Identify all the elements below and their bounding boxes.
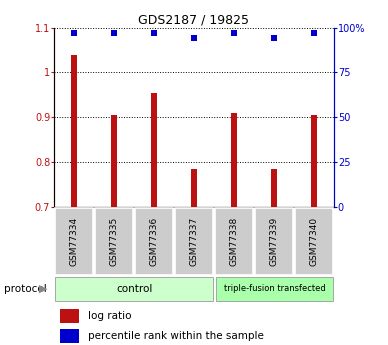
Text: GSM77335: GSM77335	[110, 217, 119, 266]
Bar	[215, 208, 253, 275]
Bar	[294, 208, 333, 275]
Bar	[217, 277, 333, 300]
Bar	[231, 113, 237, 207]
Text: GSM77340: GSM77340	[309, 217, 318, 266]
Bar	[255, 208, 293, 275]
Text: log ratio: log ratio	[88, 311, 132, 321]
Text: GSM77334: GSM77334	[70, 217, 79, 266]
Bar	[60, 309, 80, 323]
Bar	[191, 169, 197, 207]
Text: control: control	[116, 284, 152, 294]
Text: GSM77337: GSM77337	[189, 217, 199, 266]
Bar	[311, 115, 317, 207]
Bar	[175, 208, 213, 275]
Bar	[71, 55, 77, 207]
Bar	[55, 208, 94, 275]
Bar	[55, 277, 213, 300]
Text: percentile rank within the sample: percentile rank within the sample	[88, 331, 264, 341]
Bar	[95, 208, 133, 275]
Bar	[135, 208, 173, 275]
Text: ▶: ▶	[39, 284, 47, 294]
Bar	[111, 115, 117, 207]
Bar	[271, 169, 277, 207]
Text: protocol: protocol	[4, 284, 47, 294]
Title: GDS2187 / 19825: GDS2187 / 19825	[139, 13, 249, 27]
Bar	[151, 92, 157, 207]
Text: GSM77339: GSM77339	[269, 217, 278, 266]
Text: GSM77336: GSM77336	[150, 217, 159, 266]
Bar	[60, 329, 80, 343]
Text: GSM77338: GSM77338	[229, 217, 238, 266]
Text: triple-fusion transfected: triple-fusion transfected	[224, 284, 326, 294]
